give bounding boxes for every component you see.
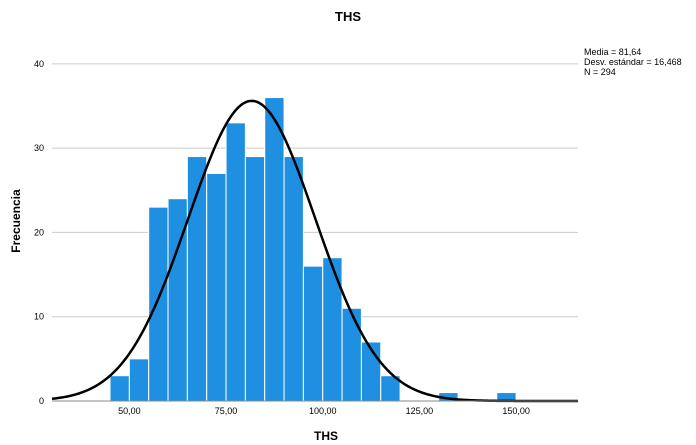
histogram-bar bbox=[322, 257, 343, 402]
bars bbox=[109, 97, 517, 402]
y-axis-label: Frecuencia bbox=[9, 189, 23, 253]
histogram-bar bbox=[283, 156, 304, 402]
x-axis-label: THS bbox=[314, 429, 338, 443]
x-tick-label: 150,00 bbox=[502, 406, 530, 416]
histogram-bar bbox=[128, 358, 150, 402]
histogram-bar bbox=[148, 206, 169, 402]
histogram-bar bbox=[264, 97, 285, 402]
x-tick-label: 125,00 bbox=[406, 406, 434, 416]
histogram-bar bbox=[244, 156, 266, 402]
stats-box: Media = 81,64 Desv. estándar = 16,468 N … bbox=[584, 47, 682, 77]
stats-sd: Desv. estándar = 16,468 bbox=[584, 57, 682, 67]
histogram-bar bbox=[206, 172, 227, 402]
y-tick-label: 40 bbox=[34, 59, 44, 69]
chart-title: THS bbox=[335, 9, 361, 24]
histogram-bar bbox=[225, 122, 246, 402]
y-tick-label: 20 bbox=[34, 227, 44, 237]
x-tick-label: 50,00 bbox=[118, 406, 141, 416]
x-tick-label: 75,00 bbox=[215, 406, 238, 416]
y-tick-label: 10 bbox=[34, 312, 44, 322]
histogram-bar bbox=[341, 307, 362, 402]
stats-mean: Media = 81,64 bbox=[584, 47, 641, 57]
x-tick-label: 100,00 bbox=[309, 406, 337, 416]
y-tick-labels: 0 10 20 30 40 bbox=[34, 59, 44, 406]
y-tick-label: 0 bbox=[39, 396, 44, 406]
histogram-bar bbox=[109, 375, 130, 402]
x-tick-labels: 50,00 75,00 100,00 125,00 150,00 bbox=[118, 406, 530, 416]
stats-n: N = 294 bbox=[584, 67, 616, 77]
histogram-bar bbox=[302, 265, 324, 402]
y-tick-label: 30 bbox=[34, 143, 44, 153]
